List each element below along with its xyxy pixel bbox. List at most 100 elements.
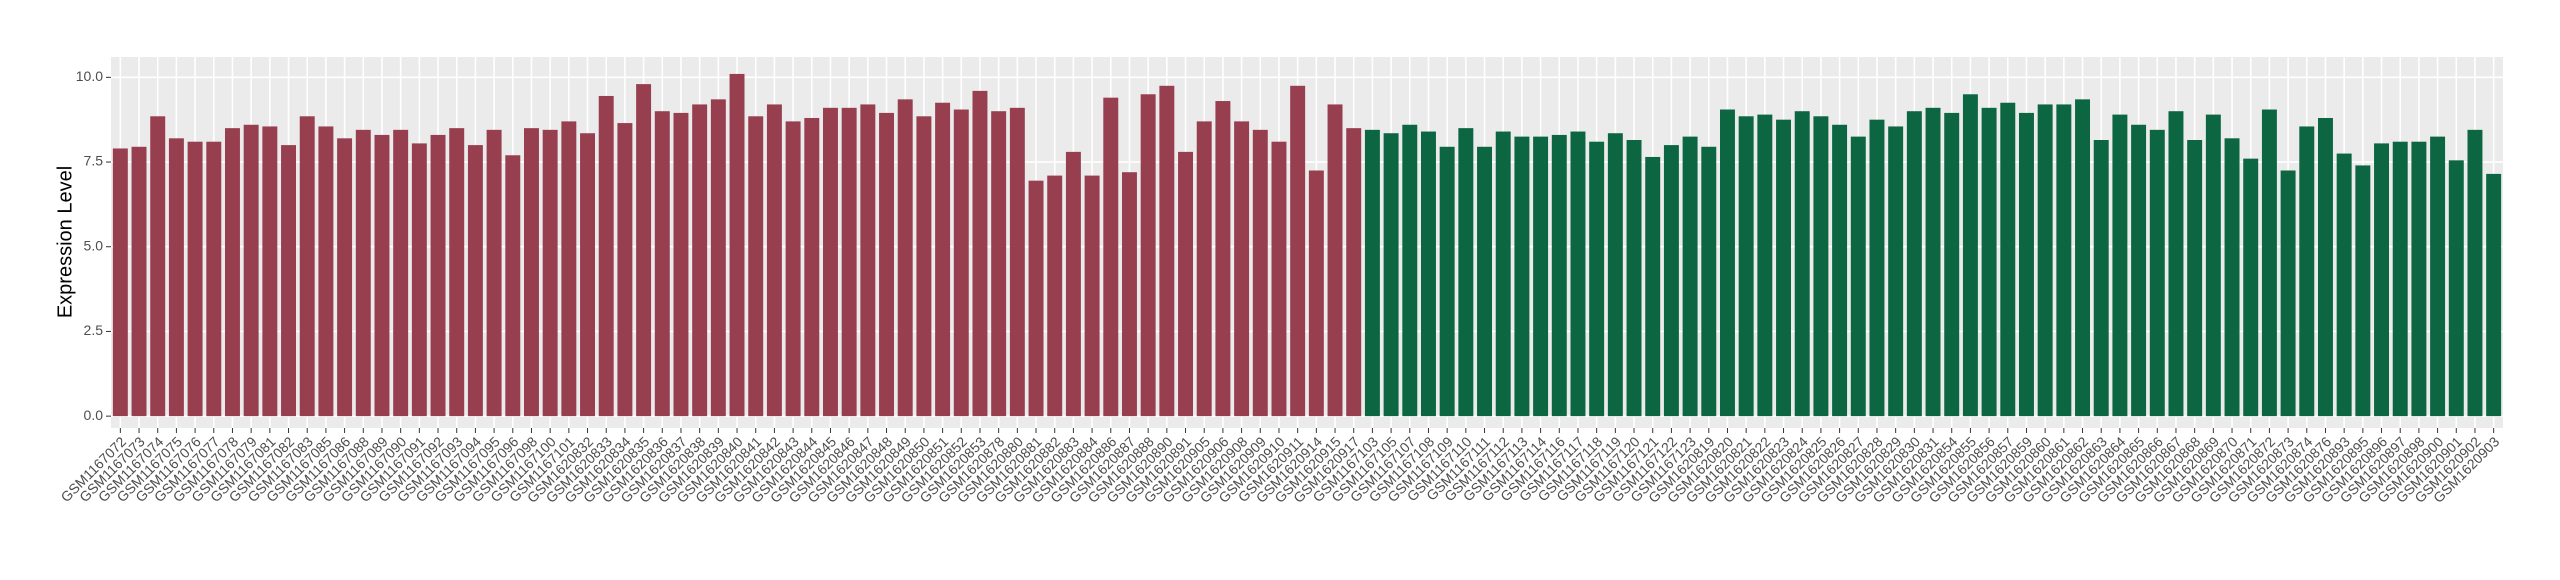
bar	[1234, 121, 1250, 417]
bar	[150, 116, 166, 417]
bar	[916, 116, 932, 417]
bar	[2336, 153, 2352, 417]
bar	[2112, 114, 2128, 417]
bar	[262, 126, 278, 417]
bar	[1439, 146, 1455, 417]
bar	[449, 128, 465, 417]
bar	[2430, 136, 2446, 417]
bar	[2467, 129, 2483, 417]
bar	[1794, 111, 1810, 417]
bar	[1869, 119, 1885, 417]
bar	[2056, 104, 2072, 417]
bar	[2243, 158, 2259, 417]
bar	[1906, 111, 1922, 417]
bar	[1813, 116, 1829, 417]
bar	[112, 148, 128, 417]
bar	[1121, 172, 1137, 417]
y-tick-label: 5.0	[84, 237, 104, 253]
bar	[2486, 173, 2502, 417]
bar	[1888, 126, 1904, 417]
bar	[1009, 107, 1025, 417]
bar	[1346, 128, 1362, 417]
y-tick-label: 0.0	[84, 407, 104, 423]
bar	[2224, 138, 2240, 417]
bar	[1420, 131, 1436, 417]
bar	[2261, 109, 2277, 417]
bar	[729, 73, 745, 417]
bar	[1944, 112, 1960, 417]
bar	[766, 104, 782, 417]
bar	[318, 126, 334, 417]
bar	[1084, 175, 1100, 417]
bar	[2075, 99, 2091, 417]
bar	[1178, 151, 1194, 417]
bar	[2205, 114, 2221, 417]
bar	[1925, 107, 1941, 417]
bar	[561, 121, 577, 417]
bar	[2392, 141, 2408, 417]
bar	[2411, 141, 2427, 417]
bar	[1551, 134, 1567, 417]
y-axis-title: Expression Level	[54, 166, 76, 318]
bar	[636, 84, 652, 417]
bar	[1850, 136, 1866, 417]
bar	[2187, 140, 2203, 417]
bar	[2093, 140, 2109, 417]
bar	[654, 111, 670, 417]
bar	[2374, 143, 2390, 417]
bar	[1663, 145, 1679, 417]
bar	[187, 141, 203, 417]
bar	[1103, 97, 1119, 417]
bar	[2280, 170, 2296, 417]
bar	[299, 116, 315, 417]
bar	[2037, 104, 2053, 417]
bar	[1140, 94, 1156, 417]
bar	[580, 133, 596, 417]
bar	[2018, 112, 2034, 417]
bar	[785, 121, 801, 417]
bar	[1458, 128, 1474, 417]
bar	[748, 116, 764, 417]
bar	[1607, 133, 1623, 417]
bar	[1495, 131, 1511, 417]
bar	[1701, 146, 1717, 417]
bar	[374, 134, 390, 417]
bar	[2168, 111, 2184, 417]
bar	[281, 145, 297, 417]
y-tick-label: 2.5	[84, 322, 104, 338]
bar	[1981, 107, 1997, 417]
bar	[1738, 116, 1754, 417]
bar	[617, 123, 633, 417]
bar	[2317, 117, 2333, 417]
bar	[1682, 136, 1698, 417]
bar	[2149, 129, 2165, 417]
bar	[710, 99, 726, 417]
bar	[1832, 124, 1848, 417]
bar	[131, 146, 147, 417]
bar	[1477, 146, 1493, 417]
bar	[393, 129, 409, 417]
bar	[953, 109, 969, 417]
bar	[1215, 101, 1231, 417]
bar	[972, 90, 988, 417]
bar	[991, 111, 1007, 417]
bar	[879, 112, 895, 417]
bar	[1047, 175, 1063, 417]
bar	[168, 138, 184, 417]
bar	[523, 128, 539, 417]
bar	[1327, 104, 1343, 417]
bar	[1271, 141, 1287, 417]
bar	[2000, 102, 2016, 417]
bar	[1589, 141, 1605, 417]
bar	[673, 112, 689, 417]
bar	[1364, 129, 1380, 417]
bar	[1383, 133, 1399, 417]
bar	[1645, 156, 1661, 417]
bar	[430, 134, 446, 417]
bar	[505, 155, 521, 417]
bar	[1252, 129, 1268, 417]
bar	[1159, 85, 1175, 417]
bar	[1626, 140, 1642, 417]
bar	[2355, 165, 2371, 417]
bar	[804, 117, 820, 417]
